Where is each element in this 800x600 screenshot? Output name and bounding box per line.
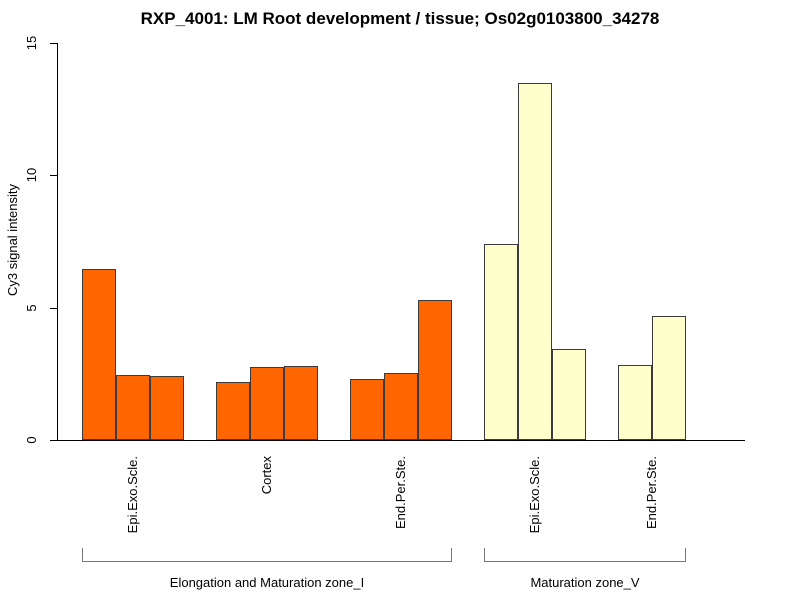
y-axis-line [57,43,58,441]
tissue-label: Epi.Exo.Scle. [125,456,140,534]
zone-label: Elongation and Maturation zone_I [169,575,365,590]
tissue-label: Epi.Exo.Scle. [527,456,542,534]
y-axis-tick [50,43,57,44]
tissue-label: End.Per.Ste. [644,456,659,529]
bar [284,366,318,440]
bar [418,300,452,440]
bar [116,375,150,440]
bar [150,376,184,440]
zone-bracket [82,548,452,562]
bar [652,316,686,440]
y-axis-tick [50,440,57,441]
bar [552,349,586,440]
bar [250,367,284,440]
bar [618,365,652,440]
y-tick-label: 5 [24,304,39,312]
y-tick-label: 15 [24,35,39,51]
bar [484,244,518,440]
bar [82,269,116,440]
tissue-label: Cortex [259,456,274,495]
bar [350,379,384,440]
bar [216,382,250,440]
chart-title: RXP_4001: LM Root development / tissue; … [140,9,660,28]
x-axis-line [57,440,745,441]
tissue-label: End.Per.Ste. [393,456,408,529]
bar [518,83,552,440]
y-axis-tick [50,175,57,177]
y-tick-label: 10 [24,168,39,183]
zone-label: Maturation zone_V [530,575,640,590]
y-tick-label: 0 [24,436,39,444]
bar [384,373,418,440]
y-axis-tick [50,307,57,309]
zone-bracket [484,548,686,562]
